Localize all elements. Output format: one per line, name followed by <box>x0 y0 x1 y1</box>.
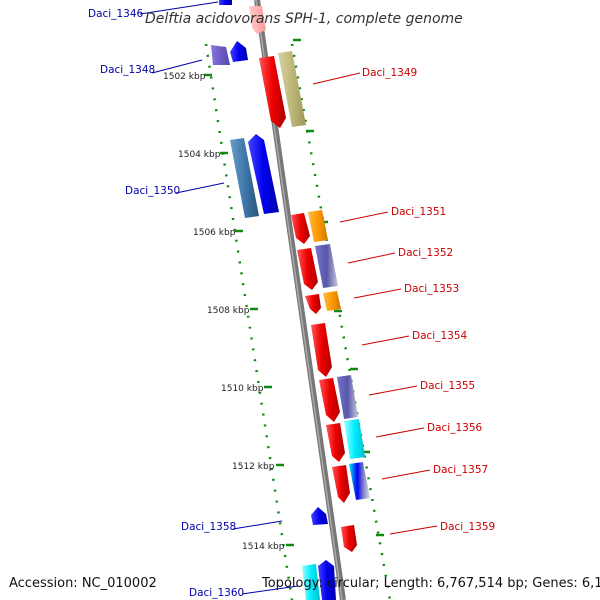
gene-arrow-daci-1352-b[interactable] <box>315 244 338 288</box>
gene-label-daci-1356[interactable]: Daci_1356 <box>427 422 483 434</box>
scale-label: 1514 kbp <box>242 542 285 552</box>
label-leader <box>375 427 425 438</box>
gene-arrow-daci-1346[interactable] <box>219 0 232 5</box>
label-leader <box>353 288 402 299</box>
gene-arrow-daci-1360-a[interactable] <box>302 564 320 600</box>
gene-label-daci-1352[interactable]: Daci_1352 <box>398 247 453 259</box>
label-leader <box>347 252 396 264</box>
gene-arrow-daci-1360-b[interactable] <box>318 560 336 600</box>
label-leader <box>232 520 283 530</box>
gene-label-daci-1351[interactable]: Daci_1351 <box>391 206 446 218</box>
label-leader <box>389 525 438 535</box>
accession-text: Accession: NC_010002 <box>9 576 157 591</box>
gene-label-daci-1358[interactable]: Daci_1358 <box>181 521 236 533</box>
label-leader <box>381 469 431 480</box>
label-leader <box>361 335 410 346</box>
scale-label: 1510 kbp <box>221 384 264 394</box>
gene-arrow-daci-1350-a[interactable] <box>230 138 259 218</box>
gene-label-daci-1353[interactable]: Daci_1353 <box>404 283 459 295</box>
label-leader <box>139 1 219 15</box>
scale-label: 1508 kbp <box>207 306 250 316</box>
gene-arrow-daci-1349-b[interactable] <box>278 51 306 127</box>
gene-arrow-daci-1348-b[interactable] <box>230 41 248 62</box>
gene-label-daci-1357[interactable]: Daci_1357 <box>433 464 488 476</box>
gene-label-daci-1360[interactable]: Daci_1360 <box>189 587 244 599</box>
gene-arrow-daci-1356-b[interactable] <box>344 419 365 459</box>
gene-arrow-daci-1356-a[interactable] <box>326 423 345 462</box>
gene-arrow-daci-1359[interactable] <box>341 525 357 552</box>
right-tick-track <box>290 43 392 600</box>
scale-label: 1506 kbp <box>193 228 236 238</box>
gene-label-daci-1359[interactable]: Daci_1359 <box>440 521 495 533</box>
gene-arrow-daci-1351-a[interactable] <box>291 213 310 244</box>
gene-arrow-daci-1348-a[interactable] <box>211 45 230 65</box>
gene-arrow-daci-1357-b[interactable] <box>349 462 370 500</box>
scale-label: 1504 kbp <box>178 150 221 160</box>
topology-text: Topology: circular; Length: 6,767,514 bp… <box>261 576 600 591</box>
gene-label-daci-1349[interactable]: Daci_1349 <box>362 67 417 79</box>
label-leader <box>368 385 418 396</box>
gene-arrow-daci-1354[interactable] <box>311 323 332 377</box>
label-leader <box>241 585 299 595</box>
gene-arrow-daci-1351-b[interactable] <box>308 210 328 242</box>
gene-arrow-daci-1355-b[interactable] <box>337 375 358 419</box>
gene-arrow-daci-1357-a[interactable] <box>332 465 350 503</box>
left-tick-track <box>204 43 294 600</box>
scale-label: 1502 kbp <box>163 72 206 82</box>
gene-label-daci-1354[interactable]: Daci_1354 <box>412 330 468 342</box>
gene-arrow-daci-1353-a[interactable] <box>305 294 321 314</box>
gene-label-daci-1346[interactable]: Daci_1346 <box>88 8 144 20</box>
gene-label-daci-1350[interactable]: Daci_1350 <box>125 185 180 197</box>
gene-label-daci-1348[interactable]: Daci_1348 <box>100 64 155 76</box>
gene-arrow-daci-1355-a[interactable] <box>319 378 340 422</box>
gene-arrow-daci-1352-a[interactable] <box>297 248 318 290</box>
label-leader <box>339 211 389 223</box>
gene-arrow-daci-1346-pink[interactable] <box>249 6 266 34</box>
gene-label-daci-1355[interactable]: Daci_1355 <box>420 380 475 392</box>
label-leader <box>175 182 225 194</box>
map-title: Delftia acidovorans SPH-1, complete geno… <box>145 11 463 27</box>
gene-arrow-daci-1350-b[interactable] <box>248 134 279 214</box>
scale-label: 1512 kbp <box>232 462 275 472</box>
label-leader <box>151 59 203 74</box>
label-leader <box>312 72 361 85</box>
gene-arrow-daci-1358[interactable] <box>311 507 328 525</box>
gene-arrow-daci-1349-a[interactable] <box>259 56 286 128</box>
gene-arrow-daci-1353-b[interactable] <box>323 291 341 311</box>
